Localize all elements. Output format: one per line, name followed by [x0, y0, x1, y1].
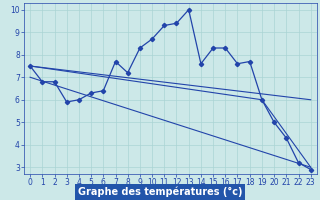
Text: Graphe des températures (°c): Graphe des températures (°c) [78, 187, 242, 197]
